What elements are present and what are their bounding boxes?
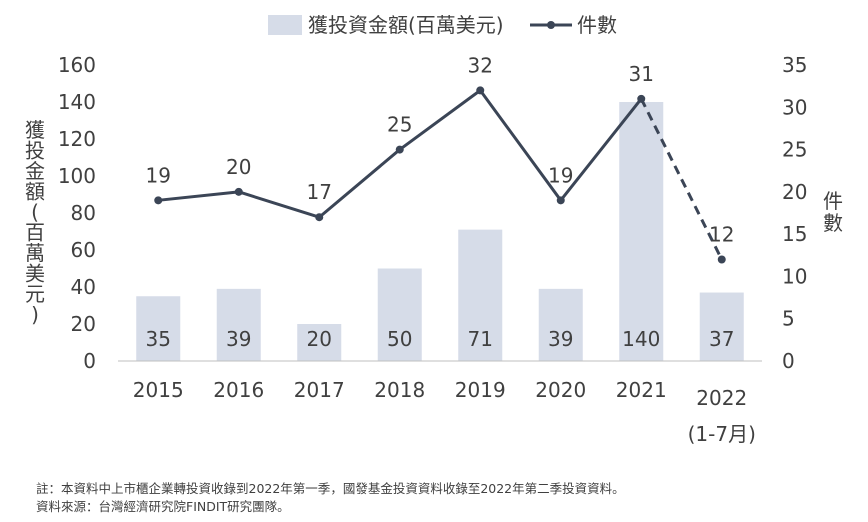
left-tick-label: 0	[83, 349, 96, 373]
right-tick-label: 30	[782, 95, 807, 119]
x-axis: 2015 2016 2017 2018 2019 2020 2021 2022 (1-7月)	[118, 360, 762, 446]
line-point	[717, 255, 726, 264]
bar	[297, 324, 342, 361]
bar	[538, 288, 583, 361]
bar	[699, 292, 744, 361]
axis-title-char: (	[31, 200, 39, 224]
x-tick-sublabel: (1-7月)	[688, 422, 756, 446]
axis-title-char: 萬	[25, 241, 45, 265]
bar-value-label: 37	[709, 327, 734, 351]
bar-value-label: 71	[468, 327, 493, 351]
source-note: 資料來源：台灣經濟研究院FINDIT研究團隊。	[36, 499, 290, 514]
bar-value-label: 35	[146, 327, 171, 351]
bar-value-label: 140	[622, 327, 660, 351]
line-point	[234, 187, 243, 196]
line-point	[556, 196, 565, 205]
left-tick-label: 20	[71, 312, 96, 336]
legend: 獲投資金額(百萬美元) 件數	[268, 13, 617, 37]
left-tick-label: 60	[71, 238, 96, 262]
legend-bar-swatch	[268, 15, 302, 35]
x-tick-label: 2017	[294, 378, 345, 402]
line-value-label: 31	[629, 62, 654, 86]
x-tick-label: 2021	[616, 378, 667, 402]
right-tick-label: 5	[782, 307, 795, 331]
left-tick-label: 40	[71, 275, 96, 299]
axis-title-char: 元	[25, 282, 45, 306]
left-tick-label: 80	[71, 201, 96, 225]
x-tick-label: 2019	[455, 378, 506, 402]
legend-line-label: 件數	[577, 13, 617, 37]
footnote: 註：本資料中上市櫃企業轉投資收錄到2022年第一季，國發基金投資資料收錄至202…	[36, 481, 625, 496]
bar-value-label: 39	[548, 327, 573, 351]
line-value-label: 19	[146, 163, 171, 187]
line-point	[154, 196, 163, 205]
line-point	[476, 86, 485, 95]
line-value-label: 32	[468, 53, 493, 77]
line-point	[637, 94, 646, 103]
line-value-label: 17	[307, 180, 332, 204]
left-axis: 0 20 40 60 80 100 120 140 160	[58, 53, 96, 373]
x-tick-label: 2022	[696, 386, 747, 410]
x-tick-label: 2016	[213, 378, 264, 402]
right-tick-label: 25	[782, 138, 807, 162]
line-value-label: 19	[548, 163, 573, 187]
right-tick-label: 35	[782, 53, 807, 77]
axis-title-char: 數	[823, 211, 843, 235]
right-tick-label: 10	[782, 264, 807, 288]
line-value-label: 25	[387, 113, 412, 137]
x-tick-label: 2020	[535, 378, 586, 402]
line-value-label: 12	[709, 223, 734, 247]
bar-value-label: 39	[226, 327, 251, 351]
bar-value-label: 20	[307, 327, 332, 351]
line-series: 19 20 17 25 32 19 31 12	[146, 53, 734, 264]
bar	[136, 296, 181, 361]
legend-bar-label: 獲投資金額(百萬美元)	[308, 13, 504, 37]
chart: 獲投資金額(百萬美元) 件數 0 20 40 60 80 100 120 140 160 0 5 10…	[25, 13, 843, 446]
right-tick-label: 15	[782, 222, 807, 246]
x-tick-label: 2015	[133, 378, 184, 402]
line-point	[315, 213, 324, 222]
line-path	[158, 88, 643, 219]
axis-title-char: )	[31, 303, 39, 327]
axis-title-char: 獲	[25, 118, 45, 142]
line-point	[395, 145, 404, 154]
right-axis: 0 5 10 15 20 25 30 35	[782, 53, 807, 373]
bar	[619, 102, 664, 361]
bar-value-label: 50	[387, 327, 412, 351]
left-tick-label: 120	[58, 127, 96, 151]
right-tick-label: 20	[782, 180, 807, 204]
axis-title-char: 件	[823, 189, 843, 213]
bar	[216, 288, 261, 361]
axis-title-char: 投	[25, 139, 45, 163]
bar	[377, 268, 422, 361]
bar-series: 35 39 20 50 71 39 140 37	[136, 102, 744, 361]
right-tick-label: 0	[782, 349, 795, 373]
axis-title-char: 金	[25, 159, 45, 183]
line-value-label: 20	[226, 155, 251, 179]
left-axis-title: 獲投金額(百萬美元)	[25, 118, 45, 327]
left-tick-label: 160	[58, 53, 96, 77]
right-axis-title: 件數	[823, 189, 843, 235]
legend-line-marker	[547, 21, 555, 29]
axis-title-char: 額	[25, 180, 45, 204]
left-tick-label: 100	[58, 164, 96, 188]
left-tick-label: 140	[58, 90, 96, 114]
axis-title-char: 百	[25, 221, 45, 245]
bar	[458, 229, 503, 361]
x-tick-label: 2018	[374, 378, 425, 402]
axis-title-char: 美	[25, 262, 45, 286]
